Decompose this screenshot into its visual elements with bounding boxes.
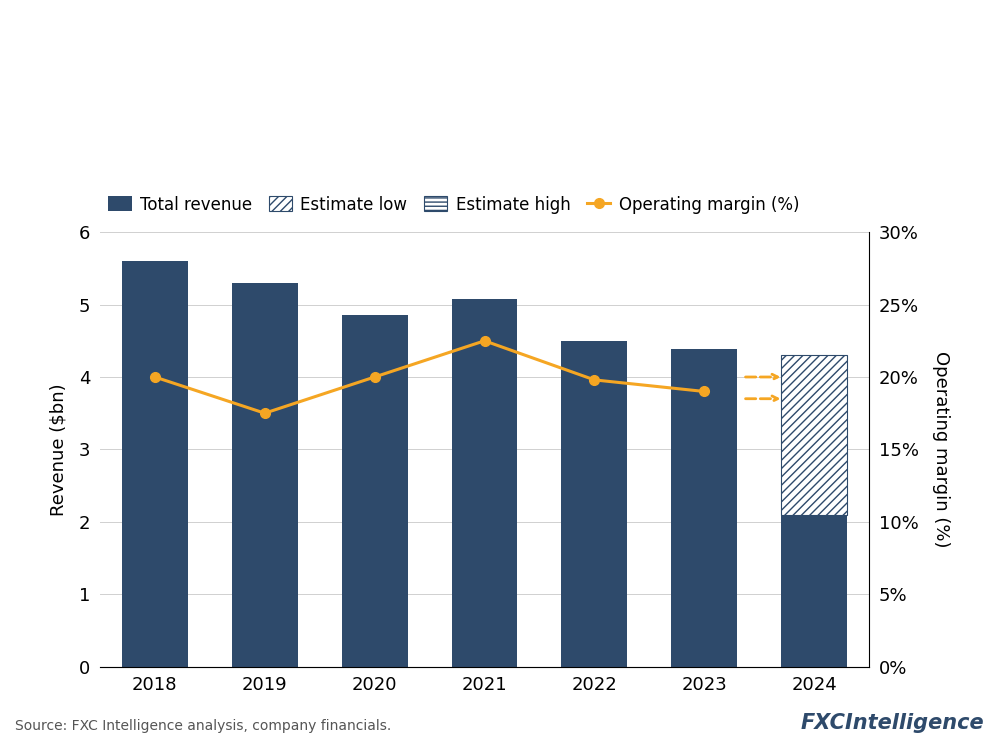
Bar <box>452 299 517 667</box>
Bar <box>122 261 188 667</box>
Text: Western Union maintains full-year projections for 2024: Western Union maintains full-year projec… <box>15 26 962 55</box>
Y-axis label: Revenue ($bn): Revenue ($bn) <box>50 383 68 516</box>
Bar <box>232 283 298 667</box>
Bar <box>781 355 847 515</box>
Bar <box>561 341 627 667</box>
Y-axis label: Operating margin (%): Operating margin (%) <box>931 351 949 548</box>
Text: Source: FXC Intelligence analysis, company financials.: Source: FXC Intelligence analysis, compa… <box>15 718 392 733</box>
Bar <box>342 315 408 667</box>
Legend: Total revenue, Estimate low, Estimate high, Operating margin (%): Total revenue, Estimate low, Estimate hi… <box>108 195 799 213</box>
Text: WU yearly revenues and operating margin, 2018-2023 and 2024E: WU yearly revenues and operating margin,… <box>15 82 658 100</box>
Bar <box>671 350 737 667</box>
Text: FXCIntelligence: FXCIntelligence <box>800 712 984 733</box>
Bar <box>781 515 847 667</box>
